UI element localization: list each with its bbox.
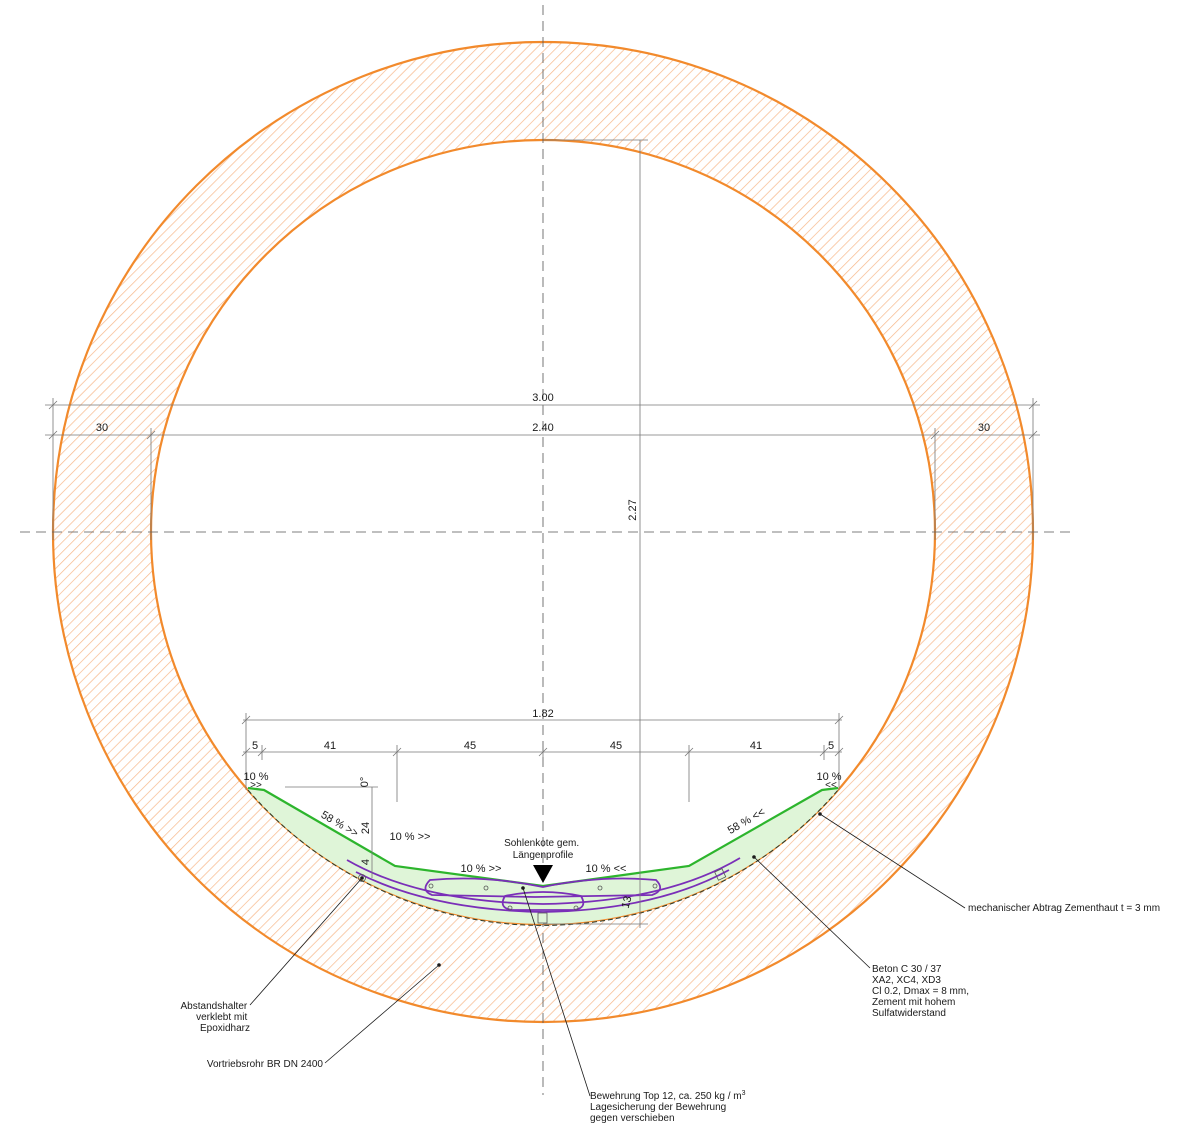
jacking-pipe-note: Vortriebsrohr BR DN 2400 (207, 1059, 324, 1070)
dim-height (543, 139, 648, 928)
reinforcement-note-sup: 3 (742, 1090, 746, 1097)
dim-segment-6: 5 (828, 740, 834, 752)
slope-right-edge-arrow: << (825, 780, 837, 791)
reinforcement-note: Bewehrung Top 12, ca. 250 kg / m3 Lagesi… (590, 1087, 748, 1124)
cement-removal-line (247, 789, 839, 926)
dim-wall-left-label: 30 (96, 422, 108, 434)
invert-level-note: Sohlenkote gem. Längenprofile (504, 838, 582, 861)
dim-segment-3: 45 (464, 740, 476, 752)
reinforcement-note-main: Bewehrung Top 12, ca. 250 kg / m (590, 1091, 742, 1102)
slope-right-center: 10 % << (586, 863, 627, 875)
dim-small-4-label: 4 (360, 859, 372, 865)
slope-left-edge-arrow: >> (250, 780, 262, 791)
slope-right-edge: 10 % (816, 771, 841, 783)
dim-invert-width (241, 713, 844, 802)
dim-segment-4: 45 (610, 740, 622, 752)
spacer-note: Abstandshalter verklebt mit Epoxidharz (181, 1001, 251, 1034)
dim-segment-1: 5 (252, 740, 258, 752)
concrete-spec-note: Beton C 30 / 37 XA2, XC4, XD3 Cl 0.2, Dm… (872, 964, 972, 1019)
invert-top-line (247, 786, 839, 888)
dim-height-label: 2.27 (627, 499, 639, 520)
spacer-markers (358, 868, 727, 924)
leader-lines (249, 813, 966, 1097)
dim-outer-diameter-label: 3.00 (532, 392, 553, 404)
dim-depth-13-label: 13 (620, 895, 635, 910)
reinforcement (346, 857, 741, 913)
dim-outer-diameter (45, 398, 1040, 540)
dim-angle-label: 0° (359, 777, 371, 788)
slope-left-edge: 10 % (243, 771, 268, 783)
dim-depth-24-label: 24 (360, 822, 372, 834)
dim-segment-5: 41 (750, 740, 762, 752)
dim-inner-diameter-label: 2.40 (532, 422, 553, 434)
leader-dots (360, 812, 822, 967)
dim-depth-left (285, 786, 378, 878)
slope-left-upper: 10 % >> (390, 831, 431, 843)
cement-removal-note: mechanischer Abtrag Zementhaut t = 3 mm (968, 903, 1160, 914)
dim-wall-right-label: 30 (978, 422, 990, 434)
invert-level-marker (533, 865, 553, 883)
dim-segment-2: 41 (324, 740, 336, 752)
dim-inner-diameter (45, 428, 1040, 540)
dim-invert-width-label: 1.82 (532, 708, 553, 720)
slope-left-center: 10 % >> (461, 863, 502, 875)
